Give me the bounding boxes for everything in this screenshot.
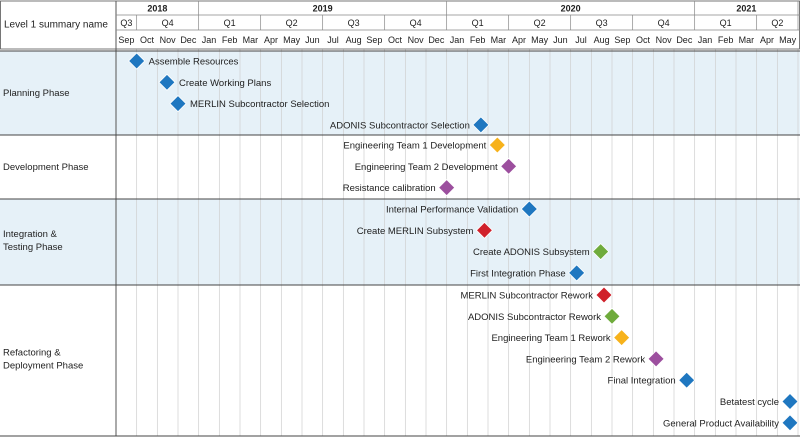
month-label: Jun [305,35,320,45]
phase-label: Planning Phase [3,88,70,99]
phase-label: Integration & Testing Phase [3,229,63,253]
milestone-diamond [438,179,456,197]
month-label: Sep [118,35,134,45]
month-label: Oct [388,35,403,45]
milestone-diamond [613,329,631,347]
month-label: Apr [264,35,278,45]
milestone-label: Betatest cycle [720,397,779,408]
milestone-diamond [678,371,696,389]
month-label: Jul [575,35,587,45]
year-label: 2021 [736,3,756,13]
milestone-diamond [781,414,799,432]
milestone-label: First Integration Phase [470,268,566,279]
milestone-diamond [472,116,490,134]
month-label: Apr [512,35,526,45]
month-label: Dec [180,35,197,45]
month-label: Aug [594,35,610,45]
milestone-diamond [500,157,518,175]
month-label: Oct [140,35,155,45]
milestone-label: General Product Availability [663,418,779,429]
phase-label: Development Phase [3,162,89,173]
quarter-label: Q3 [596,18,608,28]
quarter-label: Q2 [771,18,783,28]
milestone-label: Engineering Team 2 Development [355,162,498,173]
month-label: Dec [676,35,693,45]
month-label: May [779,35,797,45]
year-label: 2018 [147,3,167,13]
month-label: Jan [698,35,713,45]
month-label: Nov [408,35,425,45]
year-label: 2019 [313,3,333,13]
quarter-label: Q1 [472,18,484,28]
month-label: Sep [614,35,630,45]
milestone-label: Create ADONIS Subsystem [473,247,590,258]
month-label: Oct [636,35,651,45]
header-box [0,0,800,50]
month-label: Sep [366,35,382,45]
milestone-diamond [169,95,187,113]
milestone-label: Internal Performance Validation [386,205,518,216]
milestone-label: MERLIN Subcontractor Rework [460,291,593,302]
month-label: Mar [243,35,259,45]
milestone-label: Engineering Team 1 Development [343,141,486,152]
year-label: 2020 [561,3,581,13]
month-label: May [531,35,549,45]
month-label: Mar [491,35,507,45]
month-label: Nov [656,35,673,45]
milestone-diamond [475,221,494,239]
milestone-label: Resistance calibration [343,183,436,194]
quarter-label: Q2 [534,18,546,28]
milestone-label: MERLIN Subcontractor Selection [190,99,329,110]
month-label: Mar [739,35,755,45]
milestone-label: Create Working Plans [179,78,271,89]
month-label: Aug [346,35,362,45]
month-label: May [283,35,301,45]
month-label: Feb [470,35,486,45]
milestone-label: Create MERLIN Subsystem [357,226,474,237]
milestone-diamond [595,286,613,304]
quarter-label: Q1 [224,18,236,28]
milestone-diamond [568,264,586,282]
quarter-label: Q3 [120,18,132,28]
month-label: Nov [160,35,177,45]
milestone-diamond [488,136,506,154]
month-label: Jun [553,35,568,45]
quarter-label: Q4 [410,18,422,28]
quarter-label: Q2 [286,18,298,28]
milestone-diamond [603,307,621,325]
milestone-diamond [520,200,538,218]
month-label: Dec [428,35,445,45]
milestone-label: ADONIS Subcontractor Rework [468,312,601,323]
milestone-label: ADONIS Subcontractor Selection [330,120,470,131]
milestone-label: Assemble Resources [149,57,239,68]
milestone-diamond [592,243,610,261]
phase-label: Refactoring & Deployment Phase [3,348,83,372]
milestone-label: Engineering Team 1 Rework [491,333,610,344]
milestone-diamond [128,52,146,70]
month-label: Jul [327,35,339,45]
quarter-label: Q4 [658,18,670,28]
quarter-label: Q1 [720,18,732,28]
phase-band [0,199,800,285]
corner-label: Level 1 summary name [4,20,108,31]
quarter-label: Q4 [162,18,174,28]
month-label: Jan [202,35,217,45]
month-label: Jan [450,35,465,45]
milestone-diamond [647,350,665,368]
month-label: Feb [222,35,238,45]
quarter-label: Q3 [348,18,360,28]
milestone-label: Final Integration [608,376,676,387]
month-label: Apr [760,35,774,45]
milestone-diamond [781,392,799,411]
milestone-diamond [158,73,176,91]
month-label: Feb [718,35,734,45]
milestone-label: Engineering Team 2 Rework [526,354,645,365]
